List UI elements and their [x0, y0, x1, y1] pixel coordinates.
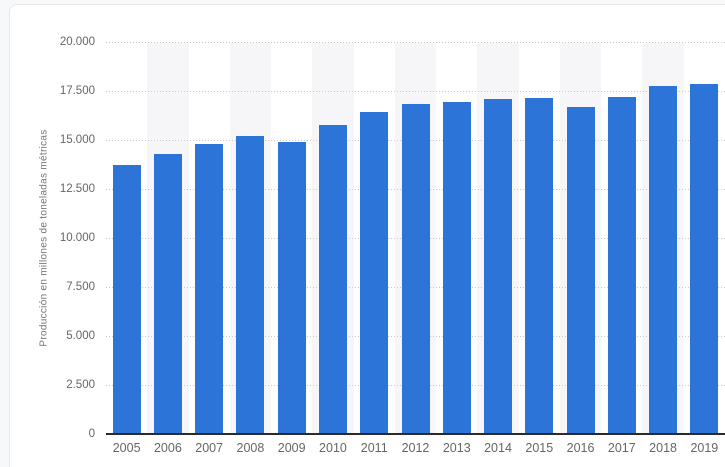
- bar-2005[interactable]: [112, 165, 141, 434]
- bar-2007[interactable]: [195, 144, 224, 434]
- bar-2012[interactable]: [401, 104, 430, 434]
- bar-2006[interactable]: [153, 153, 182, 434]
- bar-2016[interactable]: [566, 106, 595, 434]
- bar-2013[interactable]: [442, 101, 471, 434]
- bar-2017[interactable]: [607, 97, 636, 434]
- bar-2009[interactable]: [277, 142, 306, 434]
- y-axis-title: Producción en millones de toneladas métr…: [38, 129, 50, 347]
- bar-2010[interactable]: [318, 124, 347, 434]
- bar-2019[interactable]: [690, 84, 719, 434]
- bar-2011[interactable]: [360, 112, 389, 434]
- bar-2014[interactable]: [484, 99, 513, 434]
- bar-2008[interactable]: [236, 136, 265, 434]
- bar-2018[interactable]: [649, 86, 678, 434]
- bar-2015[interactable]: [525, 98, 554, 434]
